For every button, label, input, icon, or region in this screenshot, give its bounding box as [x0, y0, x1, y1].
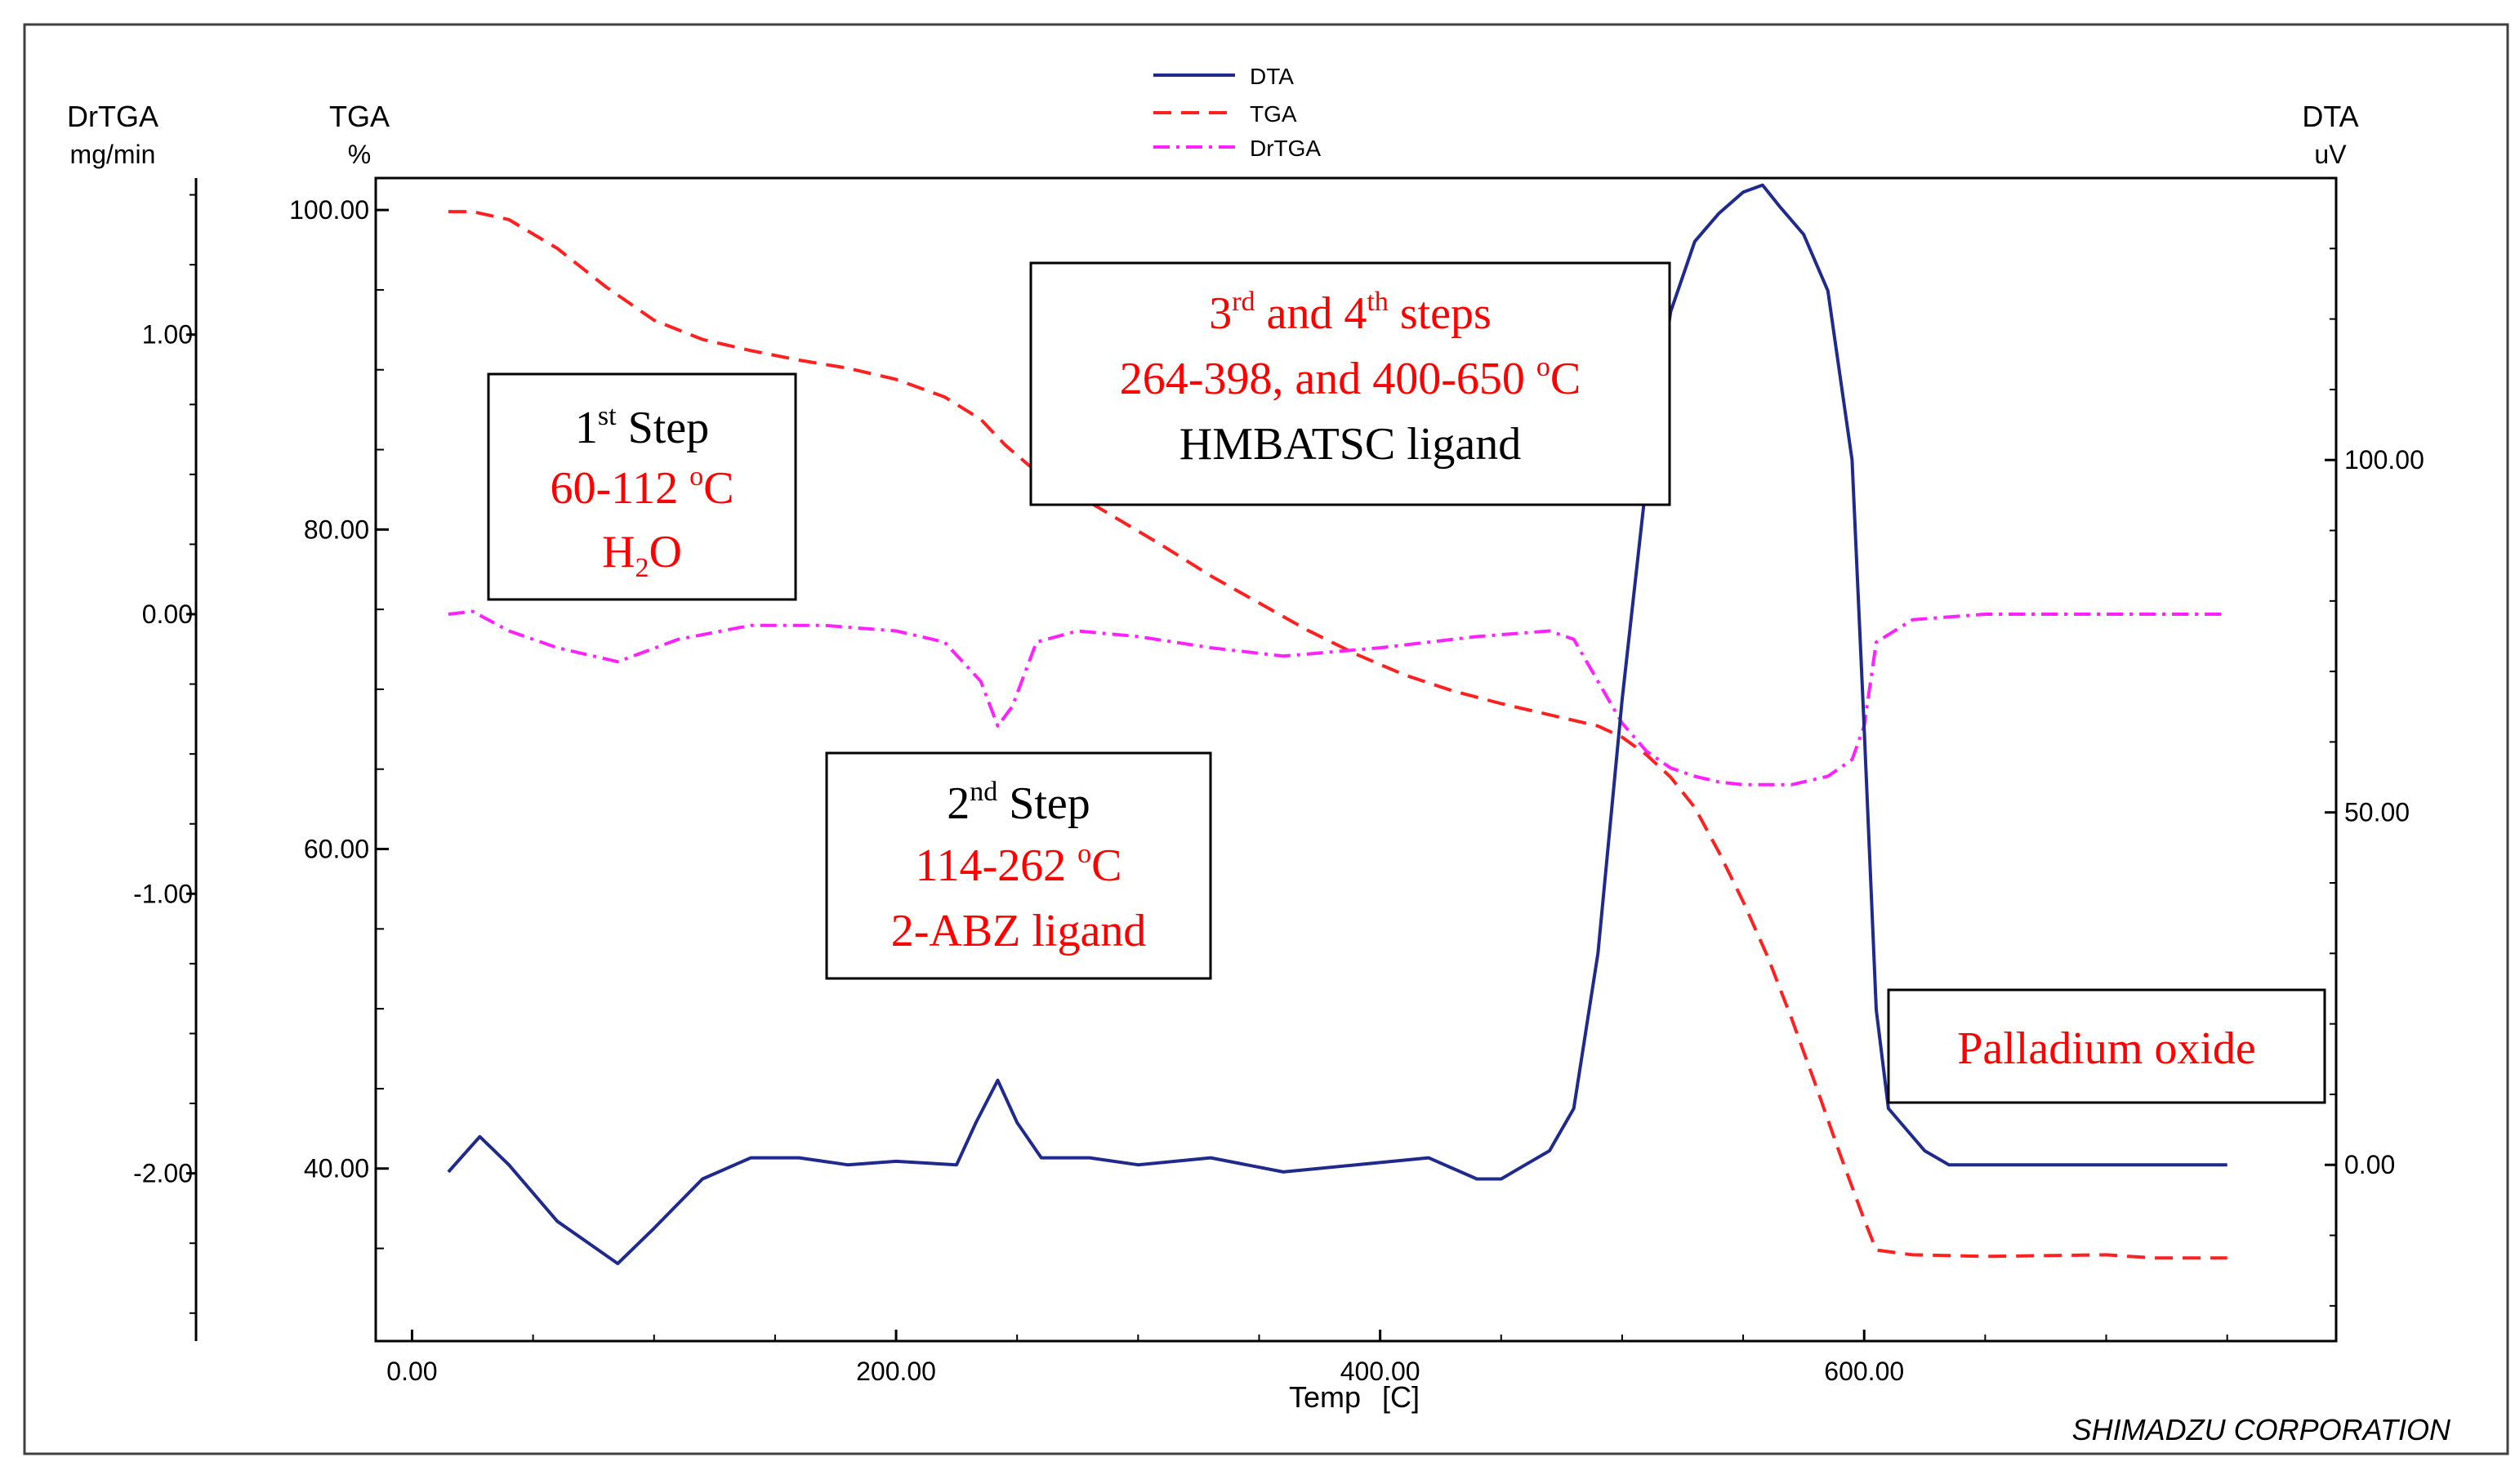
dta-axis-unit: uV — [2314, 140, 2347, 169]
tga-tick-label: 80.00 — [304, 515, 369, 544]
dta-tick-label: 50.00 — [2344, 798, 2410, 827]
annotation-residue-box — [1887, 988, 2326, 1104]
legend-label-dta: DTA — [1250, 64, 1294, 89]
tga-tick-label: 100.00 — [289, 195, 369, 225]
x-axis-unit: [C] — [1382, 1380, 1420, 1414]
legend-label-drtga: DrTGA — [1250, 136, 1321, 161]
drtga-tick-label: 0.00 — [142, 599, 193, 629]
annotation-step34: 3rd and 4th steps 264-398, and 400-650 o… — [1029, 261, 1671, 506]
annotation-step1-line2: 60-112 oC — [551, 461, 734, 514]
annotation-step2-line3: 2-ABZ ligand — [891, 906, 1147, 956]
drtga-axis-unit: mg/min — [70, 140, 156, 169]
x-axis-title-text: Temp — [1289, 1380, 1361, 1414]
drtga-tick-label: 1.00 — [142, 320, 193, 350]
x-tick-label: 400.00 — [1340, 1357, 1420, 1386]
series-drtga-line — [448, 609, 2227, 787]
annotation-step2-line1: 2nd Step — [947, 777, 1090, 829]
x-tick-label: 600.00 — [1824, 1357, 1904, 1386]
legend-label-tga: TGA — [1250, 101, 1297, 127]
annotation-step1-line3: H2O — [602, 527, 682, 583]
tga-axis-unit: % — [348, 140, 371, 169]
annotation-step34-line2: 264-398, and 400-650 oC — [1120, 352, 1581, 404]
annotation-step2-box — [825, 751, 1212, 980]
tga-tick-label: 60.00 — [304, 835, 369, 864]
annotation-step1-box — [487, 372, 797, 601]
annotation-step1-line1: 1st Step — [575, 401, 709, 453]
annotation-step2: 2nd Step 114-262 oC 2-ABZ ligand — [825, 751, 1212, 980]
drtga-tick-label: -1.00 — [133, 879, 193, 908]
annotation-step34-box — [1029, 261, 1671, 506]
drtga-tick-label: -2.00 — [133, 1159, 193, 1188]
annotation-step34-line1: 3rd and 4th steps — [1209, 287, 1492, 339]
drtga-axis-title: DrTGA — [67, 100, 158, 133]
footer-brand: SHIMADZU CORPORATION — [2072, 1413, 2451, 1446]
series-dta-line — [447, 183, 2227, 1266]
annotation-step1: 1st Step 60-112 oC H2O — [487, 372, 797, 601]
x-tick-label: 0.00 — [386, 1357, 437, 1386]
series-layer — [447, 183, 2227, 1266]
x-tick-label: 200.00 — [856, 1357, 936, 1386]
tga-tick-label: 40.00 — [304, 1154, 369, 1183]
annotation-step34-line3: HMBATSC ligand — [1179, 419, 1522, 470]
ticks-layer: 0.00 200.00 400.00 600.00 100.00 80.00 60.00 40… — [133, 194, 2424, 1386]
outer-frame — [23, 23, 2509, 1455]
dta-axis-title: DTA — [2302, 100, 2358, 133]
x-axis-title: Temp [C] — [1289, 1380, 1420, 1414]
dta-tick-label: 0.00 — [2344, 1150, 2395, 1179]
annotation-residue-text: Palladium oxide — [1957, 1023, 2256, 1074]
annotation-residue: Palladium oxide — [1887, 988, 2326, 1104]
tga-axis-title: TGA — [329, 100, 390, 133]
dta-tick-label: 100.00 — [2344, 445, 2424, 475]
legend: DTA TGA DrTGA — [1153, 64, 1321, 161]
annotation-step2-line2: 114-262 oC — [916, 839, 1122, 891]
